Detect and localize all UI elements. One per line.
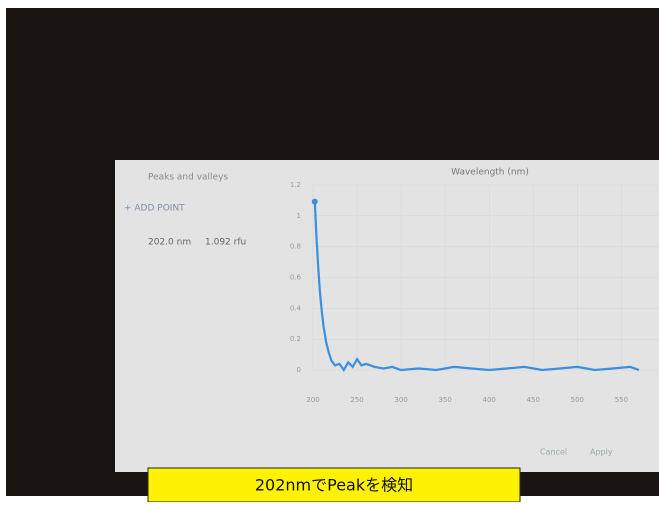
x-tick-label: 450: [527, 396, 540, 404]
y-tick-label: 0: [297, 366, 301, 374]
x-tick-label: 550: [615, 396, 628, 404]
peak-wavelength: 202.0 nm: [148, 238, 191, 248]
y-tick-label: 0.6: [290, 274, 302, 282]
x-axis-label: Wavelength (nm): [451, 168, 529, 178]
x-tick-label: 400: [483, 396, 496, 404]
photo: Peaks and valleys + ADD POINT 202.0 nm 1…: [0, 0, 659, 502]
cancel-button[interactable]: Cancel: [540, 448, 567, 457]
apply-button[interactable]: Apply: [590, 448, 613, 457]
x-tick-label: 500: [571, 396, 584, 404]
x-tick-label: 350: [438, 396, 451, 404]
peak-value: 1.092 rfu: [205, 238, 246, 248]
y-tick-label: 0.8: [290, 243, 301, 251]
y-tick-label: 1.2: [290, 181, 301, 189]
y-tick-label: 1: [297, 212, 301, 220]
caption: 202nmでPeakを検知: [255, 476, 413, 495]
panel-title: Peaks and valleys: [148, 173, 228, 183]
y-tick-label: 0.2: [290, 335, 301, 343]
y-tick-label: 0.4: [290, 304, 302, 312]
x-tick-label: 300: [394, 396, 407, 404]
add-point[interactable]: + ADD POINT: [124, 204, 185, 214]
x-tick-label: 200: [306, 396, 319, 404]
peak-marker: [312, 199, 318, 205]
x-tick-label: 250: [350, 396, 363, 404]
page: Peaks and valleys + ADD POINT 202.0 nm 1…: [0, 0, 659, 502]
